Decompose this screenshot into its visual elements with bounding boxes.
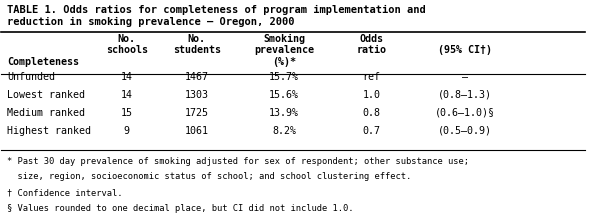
Text: ratio: ratio — [357, 45, 387, 55]
Text: Odds: Odds — [360, 34, 384, 44]
Text: 15.7%: 15.7% — [269, 72, 299, 82]
Text: (0.8–1.3): (0.8–1.3) — [438, 90, 492, 100]
Text: 1061: 1061 — [185, 126, 209, 136]
Text: 1725: 1725 — [185, 108, 209, 118]
Text: 8.2%: 8.2% — [272, 126, 296, 136]
Text: Smoking: Smoking — [263, 34, 305, 44]
Text: 14: 14 — [121, 72, 133, 82]
Text: (0.5–0.9): (0.5–0.9) — [438, 126, 492, 136]
Text: Highest ranked: Highest ranked — [7, 126, 91, 136]
Text: (95% CI†): (95% CI†) — [438, 45, 492, 55]
Text: 9: 9 — [124, 126, 130, 136]
Text: —: — — [462, 72, 468, 82]
Text: Lowest ranked: Lowest ranked — [7, 90, 85, 100]
Text: 13.9%: 13.9% — [269, 108, 299, 118]
Text: 0.8: 0.8 — [363, 108, 381, 118]
Text: TABLE 1. Odds ratios for completeness of program implementation and: TABLE 1. Odds ratios for completeness of… — [7, 5, 426, 15]
Text: No.: No. — [118, 34, 136, 44]
Text: ref: ref — [363, 72, 381, 82]
Text: 1.0: 1.0 — [363, 90, 381, 100]
Text: Medium ranked: Medium ranked — [7, 108, 85, 118]
Text: 15: 15 — [121, 108, 133, 118]
Text: § Values rounded to one decimal place, but CI did not include 1.0.: § Values rounded to one decimal place, b… — [7, 204, 353, 213]
Text: Unfunded: Unfunded — [7, 72, 55, 82]
Text: 15.6%: 15.6% — [269, 90, 299, 100]
Text: (%)*: (%)* — [272, 57, 296, 67]
Text: schools: schools — [106, 45, 148, 55]
Text: students: students — [173, 45, 221, 55]
Text: 1467: 1467 — [185, 72, 209, 82]
Text: † Confidence interval.: † Confidence interval. — [7, 188, 123, 197]
Text: 14: 14 — [121, 90, 133, 100]
Text: No.: No. — [188, 34, 206, 44]
Text: (0.6–1.0)§: (0.6–1.0)§ — [435, 108, 495, 118]
Text: size, region, socioeconomic status of school; and school clustering effect.: size, region, socioeconomic status of sc… — [7, 172, 412, 181]
Text: Completeness: Completeness — [7, 57, 79, 67]
Text: 0.7: 0.7 — [363, 126, 381, 136]
Text: * Past 30 day prevalence of smoking adjusted for sex of respondent; other substa: * Past 30 day prevalence of smoking adju… — [7, 156, 469, 166]
Text: 1303: 1303 — [185, 90, 209, 100]
Text: prevalence: prevalence — [254, 45, 314, 55]
Text: reduction in smoking prevalence — Oregon, 2000: reduction in smoking prevalence — Oregon… — [7, 17, 295, 27]
